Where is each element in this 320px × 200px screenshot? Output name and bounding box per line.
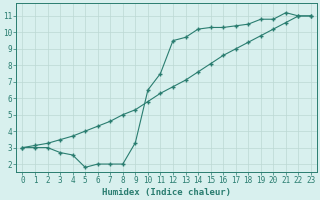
X-axis label: Humidex (Indice chaleur): Humidex (Indice chaleur) [102, 188, 231, 197]
